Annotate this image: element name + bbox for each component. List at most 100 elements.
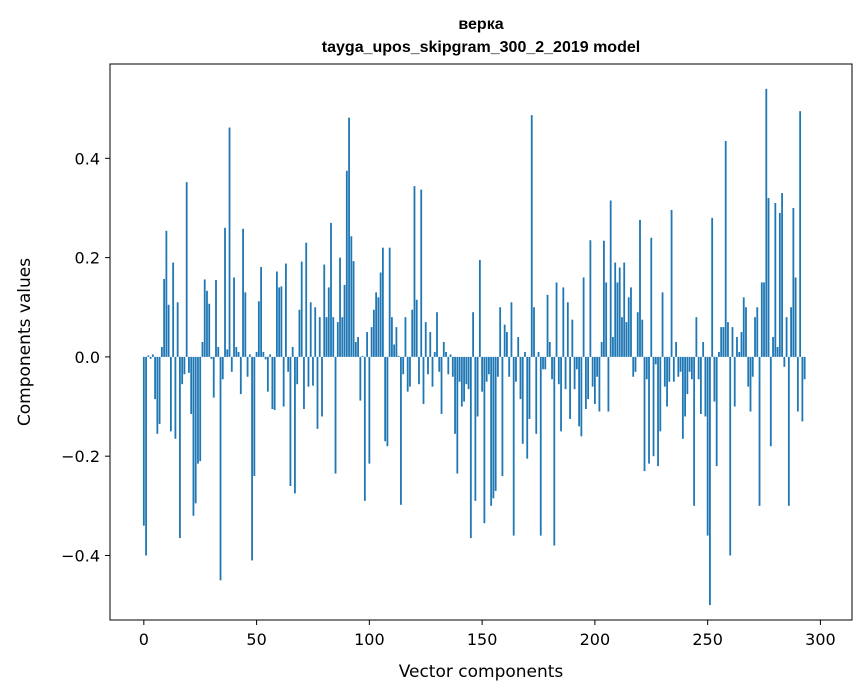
bar-component-136 <box>449 354 452 357</box>
bar-component-44 <box>242 228 244 357</box>
bar-component-116 <box>404 317 407 357</box>
bar-component-240 <box>684 356 686 417</box>
bar-component-228 <box>657 356 659 467</box>
bar-component-241 <box>686 356 689 395</box>
x-tick-label: 100 <box>354 630 385 649</box>
y-tick-label: 0.4 <box>75 149 100 168</box>
bar-component-183 <box>555 282 558 357</box>
bar-component-165 <box>515 356 517 382</box>
bar-component-258 <box>724 140 727 357</box>
bar-component-127 <box>429 332 432 357</box>
bar-component-235 <box>672 356 675 382</box>
bar-component-30 <box>210 356 213 359</box>
bar-component-25 <box>199 356 202 462</box>
bar-component-168 <box>521 356 524 444</box>
bar-component-7 <box>158 356 161 424</box>
bar-component-107 <box>384 356 387 442</box>
bar-component-158 <box>499 307 502 357</box>
bar-component-196 <box>584 356 587 410</box>
bar-component-273 <box>758 356 761 506</box>
bar-component-225 <box>650 237 653 357</box>
bar-component-200 <box>593 356 596 405</box>
bar-component-248 <box>702 342 705 357</box>
bar-component-230 <box>661 292 664 357</box>
bar-component-251 <box>709 356 711 606</box>
bar-component-156 <box>494 356 497 491</box>
bar-component-176 <box>539 356 542 536</box>
bar-component-130 <box>436 312 438 357</box>
bar-component-164 <box>512 356 515 536</box>
bar-component-54 <box>264 356 267 360</box>
bar-component-270 <box>751 356 754 377</box>
bar-component-80 <box>323 264 326 357</box>
bar-component-81 <box>325 317 328 357</box>
bar-component-115 <box>402 356 405 375</box>
bar-component-24 <box>197 356 199 464</box>
bar-component-78 <box>318 317 321 357</box>
bar-component-51 <box>257 301 260 357</box>
bar-component-143 <box>465 356 468 385</box>
bar-component-249 <box>704 356 707 417</box>
y-tick-label: 0.2 <box>75 249 100 268</box>
bar-component-71 <box>303 356 305 410</box>
bar-component-95 <box>357 337 359 357</box>
bar-component-66 <box>291 346 294 357</box>
bar-component-141 <box>460 356 463 407</box>
bar-component-62 <box>282 356 285 407</box>
bar-component-179 <box>546 294 549 357</box>
bar-component-275 <box>763 282 765 357</box>
bar-component-243 <box>690 356 693 380</box>
bar-component-9 <box>163 278 166 357</box>
x-tick-label: 50 <box>246 630 266 649</box>
bar-component-177 <box>542 356 544 370</box>
bar-component-279 <box>772 337 774 357</box>
bar-component-184 <box>557 356 560 385</box>
bar-component-265 <box>740 332 743 357</box>
bar-component-181 <box>551 356 553 380</box>
chart-subtitle: tayga_upos_skipgram_300_2_2019 model <box>322 39 640 56</box>
bar-component-20 <box>188 356 190 373</box>
x-tick-label: 200 <box>580 630 611 649</box>
bar-component-246 <box>697 356 700 380</box>
bars-group <box>142 88 806 606</box>
x-tick-label: 150 <box>467 630 498 649</box>
bar-component-59 <box>275 271 278 357</box>
y-axis-ticks: −0.4 −0.2 0.0 0.2 0.4 <box>61 149 110 565</box>
bar-component-221 <box>641 319 644 357</box>
bar-component-16 <box>179 356 181 539</box>
bar-component-34 <box>219 356 222 581</box>
bar-component-237 <box>677 356 680 377</box>
bar-component-160 <box>503 324 506 357</box>
bar-component-27 <box>203 279 206 357</box>
bar-component-217 <box>632 356 635 377</box>
bar-component-33 <box>217 346 220 357</box>
bar-component-186 <box>562 287 565 357</box>
bar-component-198 <box>589 240 592 357</box>
bar-component-268 <box>747 356 750 387</box>
bar-component-227 <box>654 356 657 365</box>
bar-component-252 <box>711 217 714 357</box>
bar-component-19 <box>185 182 188 357</box>
bar-component-73 <box>307 356 310 387</box>
bar-component-12 <box>169 356 172 432</box>
bar-component-43 <box>239 356 242 395</box>
bar-component-172 <box>530 115 533 357</box>
bar-component-203 <box>600 342 603 357</box>
bar-component-216 <box>630 287 632 357</box>
bar-component-131 <box>438 356 441 372</box>
bar-component-105 <box>379 272 382 357</box>
bar-component-97 <box>361 355 364 357</box>
bar-component-64 <box>287 356 290 372</box>
bar-component-290 <box>796 356 799 412</box>
bar-component-159 <box>501 356 504 477</box>
bar-component-36 <box>224 227 226 357</box>
bar-component-124 <box>422 356 425 405</box>
bar-component-2 <box>147 355 150 357</box>
bar-component-108 <box>386 356 389 447</box>
bar-component-134 <box>445 351 447 357</box>
bar-component-167 <box>519 356 522 400</box>
bar-component-232 <box>666 356 668 407</box>
bar-component-72 <box>305 242 308 357</box>
